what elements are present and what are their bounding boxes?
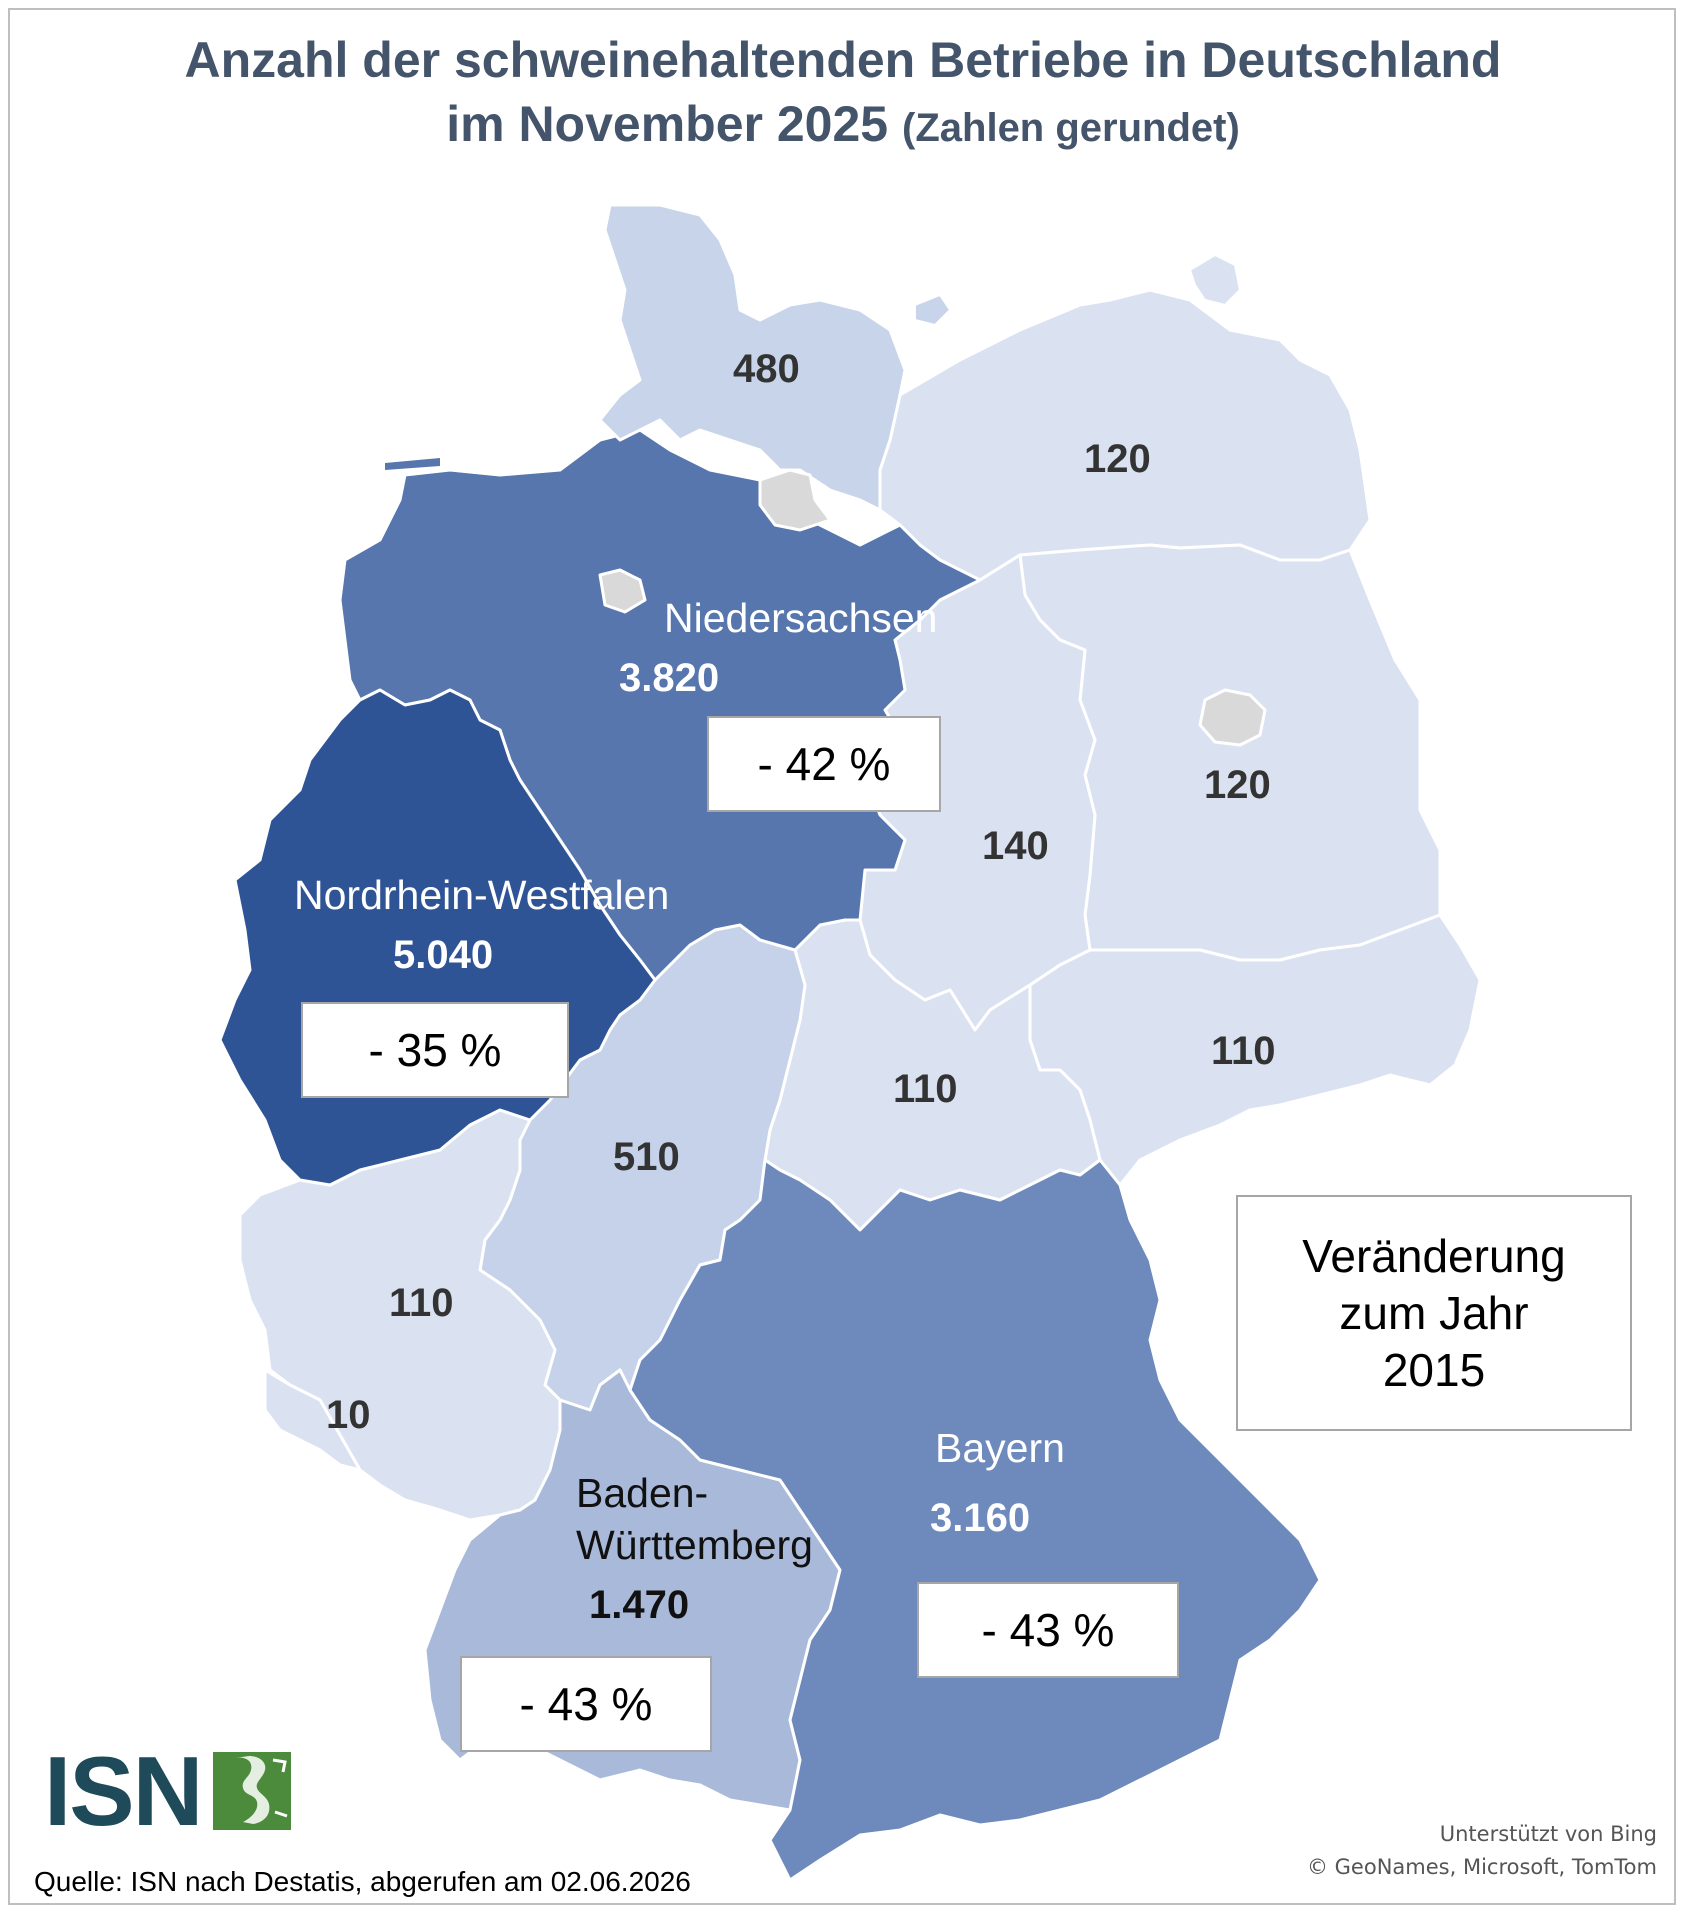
map-credits: Unterstützt von Bing © GeoNames, Microso… bbox=[1307, 1818, 1657, 1884]
value-schleswig-holstein: 480 bbox=[733, 347, 800, 391]
island-ruegen bbox=[1188, 253, 1242, 307]
map-title: Anzahl der schweinehaltenden Betriebe in… bbox=[0, 28, 1686, 160]
name-bayern: Bayern bbox=[935, 1425, 1065, 1471]
chart-frame bbox=[8, 8, 1676, 1905]
state-bayern bbox=[628, 1158, 1322, 1882]
value-hessen: 510 bbox=[613, 1135, 680, 1179]
title-line-1: Anzahl der schweinehaltenden Betriebe in… bbox=[184, 32, 1502, 88]
change-box-bayern: - 43 % bbox=[917, 1582, 1179, 1678]
state-saarland bbox=[263, 1368, 362, 1472]
legend-line-3: 2015 bbox=[1382, 1343, 1486, 1396]
value-sachsen: 110 bbox=[1211, 1029, 1276, 1073]
value-mecklenburg-vorpommern: 120 bbox=[1084, 437, 1151, 481]
source-note: Quelle: ISN nach Destatis, abgerufen am … bbox=[34, 1866, 691, 1897]
legend-line-2: zum Jahr bbox=[1339, 1286, 1529, 1339]
change-bayern: - 43 % bbox=[981, 1604, 1115, 1656]
legend-line-1: Veränderung bbox=[1302, 1229, 1566, 1282]
name-baden-wuerttemberg-line1: Baden- bbox=[576, 1470, 709, 1516]
isn-logo: ISN bbox=[44, 1736, 292, 1846]
value-rheinland-pfalz: 110 bbox=[389, 1281, 454, 1325]
state-mecklenburg-vorpommern bbox=[878, 288, 1372, 582]
title-line-2: im November 2025 (Zahlen gerundet) bbox=[0, 92, 1686, 160]
state-hamburg bbox=[758, 468, 832, 532]
state-schleswig-holstein bbox=[598, 203, 907, 512]
change-nordrhein-westfalen: - 35 % bbox=[368, 1024, 502, 1076]
legend-box: Veränderung zum Jahr 2015 bbox=[1236, 1195, 1632, 1431]
value-baden-wuerttemberg: 1.470 bbox=[589, 1583, 690, 1627]
name-baden-wuerttemberg-line2: Württemberg bbox=[576, 1522, 813, 1568]
credits-line-1: Unterstützt von Bing bbox=[1439, 1822, 1657, 1846]
value-nordrhein-westfalen: 5.040 bbox=[393, 933, 494, 977]
isn-logo-text: ISN bbox=[44, 1736, 203, 1846]
state-berlin bbox=[1198, 688, 1267, 747]
value-brandenburg: 120 bbox=[1204, 763, 1271, 807]
island-east-frisian bbox=[385, 458, 440, 470]
value-saarland: 10 bbox=[326, 1393, 371, 1437]
name-niedersachsen: Niedersachsen bbox=[664, 595, 938, 641]
change-box-nordrhein-westfalen: - 35 % bbox=[301, 1002, 569, 1098]
title-line-2-sub: (Zahlen gerundet) bbox=[902, 106, 1240, 150]
state-bremen bbox=[598, 568, 647, 614]
change-box-niedersachsen: - 42 % bbox=[707, 716, 941, 812]
change-baden-wuerttemberg: - 43 % bbox=[519, 1678, 653, 1730]
value-bayern: 3.160 bbox=[930, 1496, 1031, 1540]
pig-silhouette-icon bbox=[213, 1752, 292, 1830]
value-sachsen-anhalt: 140 bbox=[982, 824, 1049, 868]
island-fehmarn bbox=[914, 293, 952, 327]
name-nordrhein-westfalen: Nordrhein-Westfalen bbox=[294, 872, 670, 918]
change-box-baden-wuerttemberg: - 43 % bbox=[460, 1656, 712, 1752]
change-niedersachsen: - 42 % bbox=[757, 738, 891, 790]
value-niedersachsen: 3.820 bbox=[619, 656, 720, 700]
value-thueringen: 110 bbox=[893, 1067, 958, 1111]
title-line-2-main: im November 2025 bbox=[446, 96, 889, 152]
credits-line-2: © GeoNames, Microsoft, TomTom bbox=[1306, 1855, 1657, 1879]
